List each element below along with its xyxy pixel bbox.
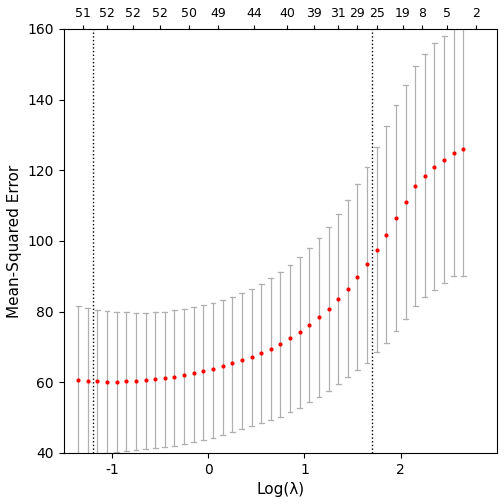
Point — [344, 285, 352, 293]
Point — [209, 365, 217, 373]
Point — [122, 377, 131, 386]
Point — [325, 304, 333, 312]
Point — [363, 260, 371, 268]
Point — [190, 369, 198, 377]
Point — [247, 353, 256, 361]
Point — [142, 376, 150, 385]
Point — [286, 334, 294, 342]
Point — [113, 378, 121, 386]
Point — [161, 374, 169, 383]
Point — [170, 373, 178, 381]
Point — [411, 182, 419, 190]
Point — [402, 198, 410, 206]
Point — [440, 156, 448, 164]
Point — [450, 149, 458, 157]
Point — [353, 273, 361, 281]
Point — [151, 375, 159, 384]
Point — [180, 371, 188, 379]
Point — [228, 359, 236, 367]
Point — [219, 362, 227, 370]
Point — [74, 376, 82, 385]
Point — [84, 377, 92, 385]
Point — [103, 378, 111, 386]
Point — [459, 145, 467, 153]
Point — [421, 171, 429, 179]
Point — [382, 230, 390, 238]
Point — [315, 313, 323, 321]
Point — [430, 163, 438, 171]
Point — [276, 340, 284, 348]
Point — [372, 245, 381, 254]
Point — [132, 377, 140, 385]
Point — [238, 356, 246, 364]
Point — [199, 367, 207, 375]
Y-axis label: Mean-Squared Error: Mean-Squared Error — [7, 164, 22, 318]
Point — [93, 377, 101, 386]
X-axis label: Log(λ): Log(λ) — [257, 482, 304, 497]
Point — [257, 349, 265, 357]
Point — [334, 295, 342, 303]
Point — [392, 214, 400, 222]
Point — [305, 321, 313, 329]
Point — [296, 328, 304, 336]
Point — [267, 345, 275, 353]
